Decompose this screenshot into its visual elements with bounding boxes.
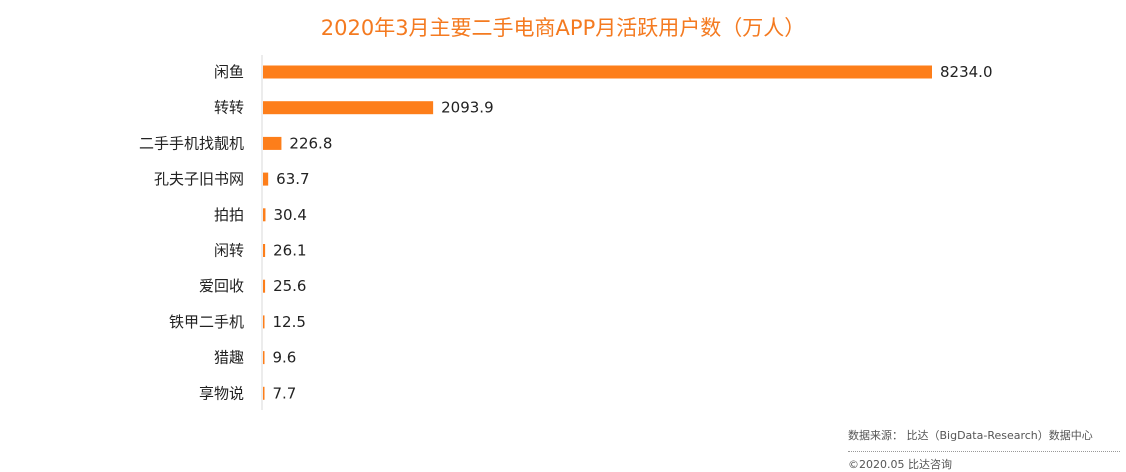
- data-label: 63.7: [276, 170, 309, 188]
- copyright: ©2020.05 比达咨询: [848, 458, 952, 471]
- data-label: 226.8: [289, 134, 332, 152]
- category-label: 猎趣: [214, 349, 244, 367]
- data-label: 8234.0: [940, 63, 993, 81]
- bar: [263, 315, 265, 329]
- category-label: 孔夫子旧书网: [154, 170, 244, 188]
- bar: [263, 208, 266, 222]
- category-label: 转转: [214, 99, 244, 117]
- bar: [263, 101, 434, 115]
- bar: [263, 279, 266, 293]
- source-note: 数据来源： 比达（BigData-Research）数据中心: [848, 429, 1093, 442]
- category-label: 铁甲二手机: [169, 313, 244, 331]
- divider: [848, 451, 1120, 452]
- bar: [263, 386, 265, 400]
- data-label: 12.5: [273, 313, 306, 331]
- category-label: 二手手机找靓机: [139, 134, 244, 152]
- data-label: 25.6: [273, 277, 306, 295]
- data-label: 26.1: [273, 242, 306, 260]
- data-label: 9.6: [273, 349, 297, 367]
- bar: [263, 172, 269, 186]
- category-label: 闲鱼: [214, 63, 244, 81]
- data-label: 7.7: [273, 384, 297, 402]
- bar: [263, 351, 265, 365]
- chart-title: 2020年3月主要二手电商APP月活跃用户数（万人）: [320, 16, 806, 40]
- bar: [263, 244, 266, 257]
- bar: [263, 65, 932, 79]
- category-label: 闲转: [214, 242, 244, 260]
- data-label: 30.4: [273, 206, 306, 224]
- category-label: 爱回收: [199, 277, 244, 295]
- category-label: 享物说: [199, 384, 244, 402]
- bar: [263, 136, 282, 150]
- data-label: 2093.9: [441, 99, 494, 117]
- category-label: 拍拍: [214, 206, 244, 224]
